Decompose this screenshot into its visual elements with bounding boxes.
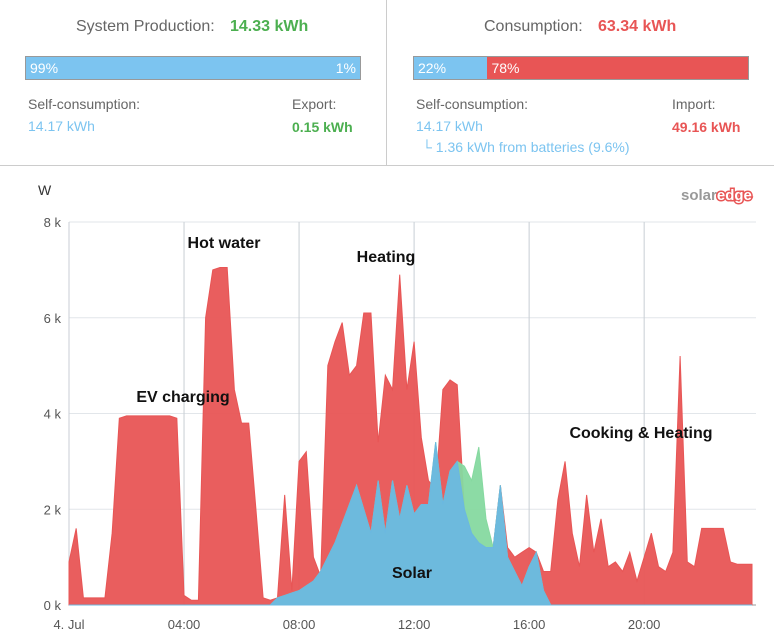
annotation: Solar [392,565,432,582]
label: Export: [292,96,337,112]
bar-segment: 22% [414,57,488,79]
label: System Production: [76,18,215,35]
bar-segment: 1% [336,57,360,79]
x-tick-label: 4. Jul [53,617,84,632]
x-tick-label: 12:00 [398,617,431,632]
y-tick-label: 4 k [44,407,62,422]
bar-segment: 78% [487,57,748,79]
bar-label: 99% [30,60,59,76]
y-tick-label: 6 k [44,311,62,326]
share-bar: 99% 1% [25,56,361,80]
value: 14.17 kWh [28,118,95,134]
x-tick-label: 20:00 [628,617,661,632]
annotation: Cooking & Heating [569,425,712,442]
bar-label: 78% [491,60,520,76]
y-tick-label: 0 k [44,598,62,613]
battery-note: └ 1.36 kWh from batteries (9.6%) [422,139,630,155]
value: 0.15 kWh [292,119,353,135]
value: 63.34 kWh [598,18,677,35]
logo-part: edge [717,187,752,204]
label: Self-consumption: [28,96,141,112]
area [69,442,752,606]
label: Consumption: [484,18,583,35]
logo-part: solar [681,187,717,204]
annotation: EV charging [136,389,229,406]
bar-label: 22% [418,60,447,76]
x-tick-label: 08:00 [283,617,316,632]
x-tick-label: 16:00 [513,617,546,632]
x-tick-label: 04:00 [168,617,201,632]
logo: solaredge [681,187,752,204]
production-panel: System Production: 14.33 kWh 99% 1% Self-… [0,0,387,166]
value: 49.16 kWh [672,119,741,135]
share-bar: 22% 78% [413,56,749,80]
y-tick-label: 8 k [44,215,62,230]
chart: W solaredge 0 k 2 k 4 k 6 k 8 k 4. Jul 04:00 08… [38,182,756,632]
y-tick-label: 2 k [44,502,62,517]
grid [68,221,756,606]
bar-segment: 99% [26,57,357,79]
consumption-panel: Consumption: 63.34 kWh 22% 78% Self-consu… [387,0,774,166]
label: Self-consumption: [416,96,529,112]
y-axis-label: W [38,182,52,198]
annotation: Heating [357,249,416,266]
label: Import: [672,96,716,112]
value: 14.33 kWh [230,18,309,35]
area [68,266,753,606]
value: 14.17 kWh [416,118,483,134]
annotation: Hot water [188,235,261,252]
bar-label: 1% [335,60,356,76]
